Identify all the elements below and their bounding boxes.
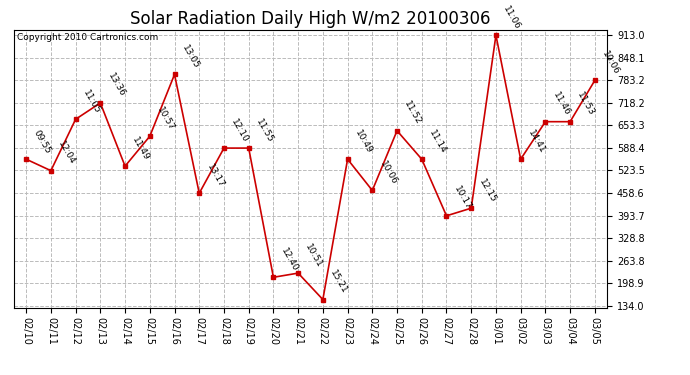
- Text: 13:17: 13:17: [205, 162, 226, 189]
- Text: 11:55: 11:55: [254, 117, 275, 144]
- Text: 11:52: 11:52: [402, 100, 423, 126]
- Text: 10:51: 10:51: [304, 242, 324, 269]
- Text: 12:40: 12:40: [279, 246, 299, 273]
- Text: 11:06: 11:06: [502, 4, 522, 31]
- Text: 10:06: 10:06: [378, 159, 399, 186]
- Text: 10:06: 10:06: [600, 49, 621, 76]
- Text: 13:36: 13:36: [106, 72, 127, 99]
- Text: 14:41: 14:41: [526, 128, 546, 155]
- Text: 11:14: 11:14: [427, 128, 448, 155]
- Text: 11:49: 11:49: [130, 135, 151, 162]
- Text: 10:57: 10:57: [155, 105, 176, 132]
- Text: 12:10: 12:10: [230, 117, 250, 144]
- Text: 10:49: 10:49: [353, 128, 374, 155]
- Text: 13:05: 13:05: [180, 44, 201, 70]
- Text: 12:15: 12:15: [477, 177, 497, 204]
- Text: 15:21: 15:21: [328, 268, 349, 296]
- Text: 11:05: 11:05: [81, 88, 102, 115]
- Text: 10:17: 10:17: [452, 185, 473, 211]
- Text: 12:04: 12:04: [57, 140, 77, 166]
- Text: Copyright 2010 Cartronics.com: Copyright 2010 Cartronics.com: [17, 33, 158, 42]
- Text: 09:55: 09:55: [32, 128, 52, 155]
- Text: 11:46: 11:46: [551, 91, 571, 117]
- Text: 11:53: 11:53: [575, 91, 596, 117]
- Title: Solar Radiation Daily High W/m2 20100306: Solar Radiation Daily High W/m2 20100306: [130, 10, 491, 28]
